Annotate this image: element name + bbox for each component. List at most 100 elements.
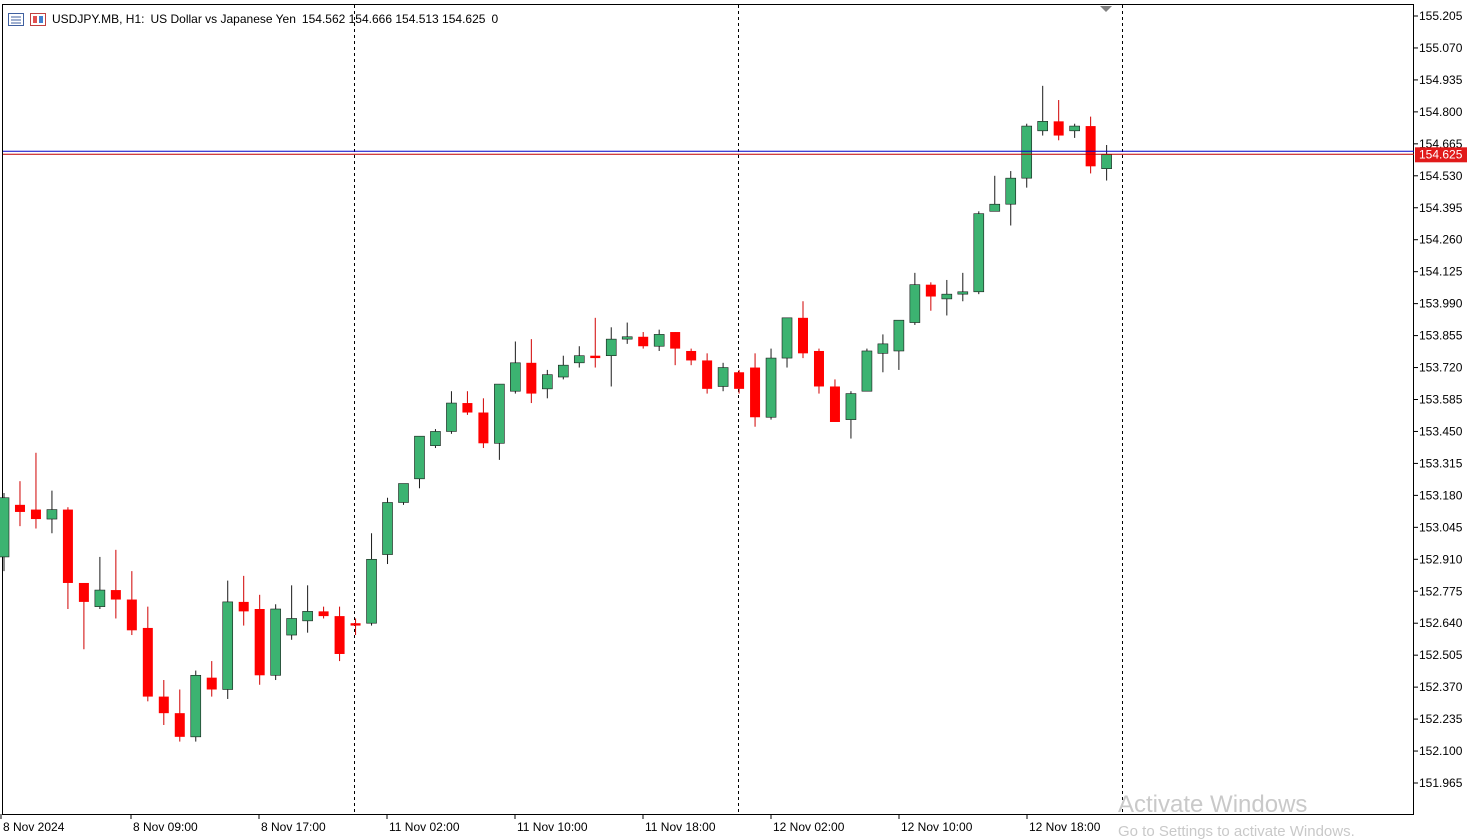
bull-candle: [861, 348, 873, 392]
y-tick-label: 153.585: [1419, 393, 1463, 407]
y-tick-label: 151.965: [1419, 776, 1463, 790]
candle-body: [446, 402, 457, 432]
bull-candle: [446, 391, 457, 434]
candle-body: [206, 677, 217, 690]
one-click-trading-icon[interactable]: [30, 12, 46, 26]
candle-body: [590, 355, 601, 359]
candle-body: [670, 332, 681, 349]
candle-body: [1021, 125, 1033, 179]
bear-candle: [238, 575, 249, 626]
candle-body: [653, 334, 665, 347]
candle-body: [1085, 126, 1096, 167]
bull-candle: [973, 211, 985, 295]
bull-candle: [190, 670, 202, 742]
candle-body: [1005, 177, 1017, 205]
bull-candle: [605, 327, 617, 387]
candle-body: [430, 431, 441, 446]
bear-candle: [798, 301, 808, 359]
x-tick-label: 8 Nov 2024: [3, 820, 65, 834]
bull-candle: [270, 604, 281, 681]
candle-body: [334, 616, 345, 654]
current-price-text: 154.625: [1419, 147, 1463, 161]
bull-candle: [1037, 85, 1048, 136]
x-tick-label: 12 Nov 02:00: [773, 820, 845, 834]
ohlc-quote: 154.562 154.666 154.513 154.625: [301, 12, 486, 26]
bull-candle: [1005, 171, 1017, 226]
candle-body: [14, 504, 25, 512]
scroll-marker-icon[interactable]: [1100, 6, 1112, 12]
candle-body: [78, 582, 89, 602]
candle-body: [542, 374, 553, 390]
candle-body: [1101, 154, 1112, 169]
y-tick-label: 152.505: [1419, 648, 1463, 662]
candle-body: [0, 497, 10, 558]
bull-candle: [494, 383, 505, 460]
candle-body: [557, 364, 569, 378]
candle-body: [302, 611, 313, 622]
candle-body: [861, 350, 873, 392]
bull-candle: [653, 329, 665, 351]
candle-body: [702, 360, 713, 389]
bear-candle: [590, 317, 601, 368]
bear-candle: [750, 353, 761, 427]
y-tick-label: 152.235: [1419, 712, 1463, 726]
volume-value: 0: [491, 12, 499, 26]
candle-body: [222, 601, 234, 690]
candle-body: [750, 367, 761, 418]
bear-candle: [142, 606, 153, 702]
chart-plot-frame: [2, 4, 1414, 815]
candle-body: [989, 203, 1001, 212]
candle-body: [1037, 121, 1048, 132]
candle-body: [734, 372, 745, 389]
x-tick-label: 12 Nov 10:00: [901, 820, 973, 834]
candle-body: [526, 362, 537, 394]
candle-body: [62, 509, 73, 583]
candle-body: [414, 435, 425, 480]
bear-candle: [254, 594, 265, 685]
bear-candle: [702, 353, 713, 394]
bull-candle: [382, 497, 393, 565]
bear-candle: [462, 391, 473, 415]
bear-candle: [638, 332, 649, 349]
candle-body: [350, 623, 361, 626]
current-price-label: 154.625: [1415, 147, 1467, 163]
activation-watermark-subtitle: Go to Settings to activate Windows.: [1118, 823, 1355, 840]
bull-candle: [94, 556, 106, 610]
bear-candle: [350, 618, 361, 636]
bear-candle: [14, 481, 25, 527]
bear-candle: [174, 689, 185, 742]
x-tick-label: 11 Nov 18:00: [645, 820, 716, 834]
candle-body: [94, 589, 106, 607]
candle-body: [829, 386, 840, 422]
y-tick-label: 153.855: [1419, 329, 1463, 343]
bull-candle: [621, 322, 633, 344]
candle-body: [638, 336, 649, 347]
candle-body: [270, 608, 281, 676]
candle-body: [190, 674, 202, 738]
chart-properties-icon[interactable]: [8, 12, 24, 26]
day-separator-lines: [354, 5, 1123, 814]
y-tick-label: 154.395: [1419, 201, 1463, 215]
bull-candle: [0, 493, 10, 572]
x-tick-label: 8 Nov 09:00: [133, 820, 198, 834]
bull-candle: [542, 369, 553, 399]
candle-body: [462, 403, 473, 413]
bear-candle: [206, 661, 217, 697]
candle-body: [110, 590, 121, 600]
bear-candle: [30, 452, 41, 529]
candle-body: [877, 343, 889, 354]
candle-body: [478, 412, 489, 444]
candle-body: [254, 609, 265, 676]
bear-candle: [734, 369, 745, 394]
chart-header: USDJPY.MB, H1: US Dollar vs Japanese Yen…: [8, 10, 498, 28]
bear-candle: [670, 332, 681, 366]
y-tick-label: 152.775: [1419, 584, 1463, 598]
symbol-label: USDJPY.MB, H1:: [52, 12, 145, 26]
bull-candle: [989, 175, 1001, 212]
bear-candle: [686, 348, 697, 366]
y-tick-label: 154.530: [1419, 169, 1463, 183]
y-tick-label: 153.450: [1419, 424, 1463, 438]
y-tick-label: 152.100: [1419, 744, 1463, 758]
candle-body: [46, 509, 58, 520]
